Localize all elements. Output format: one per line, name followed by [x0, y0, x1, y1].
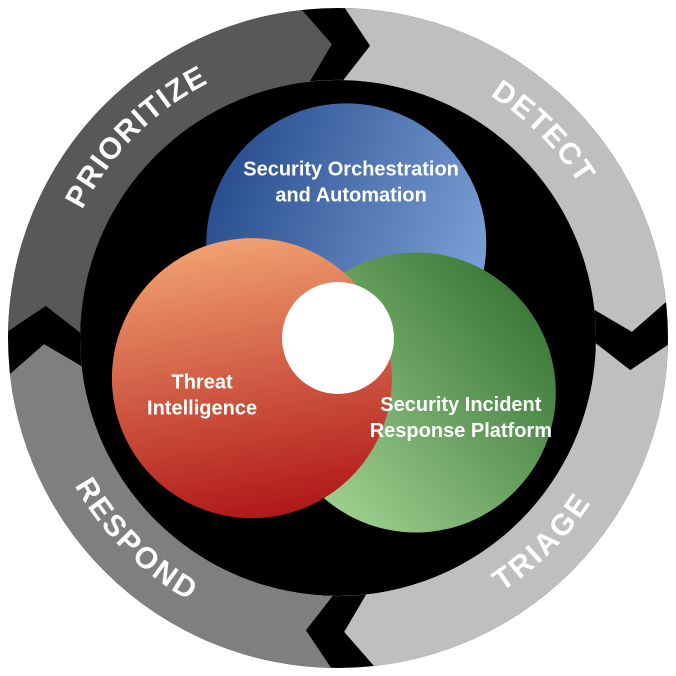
- hub-circle: [282, 282, 394, 394]
- security-cycle-diagram: PRIORITIZEDETECTTRIAGERESPONDSecurity Or…: [0, 0, 676, 676]
